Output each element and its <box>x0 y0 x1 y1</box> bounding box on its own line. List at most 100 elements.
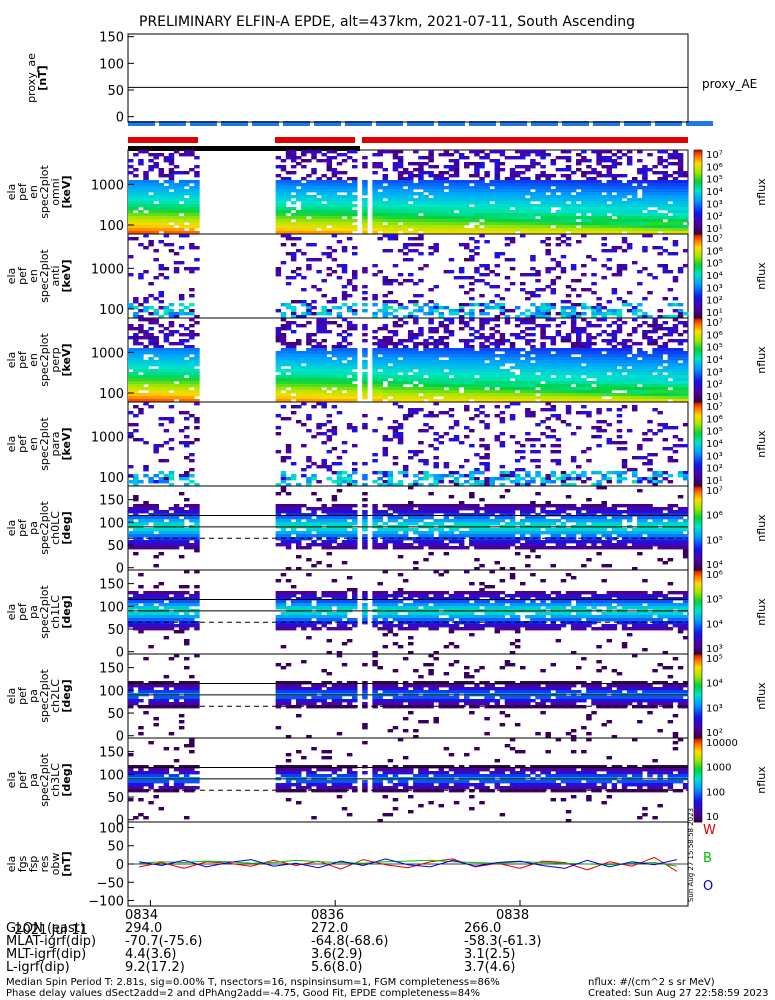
spin-bar-segment <box>438 121 465 126</box>
heatmap-cell <box>194 384 200 388</box>
heatmap-cell <box>611 204 618 208</box>
heatmap-cell <box>458 399 465 403</box>
heatmap-cell <box>448 222 455 226</box>
heatmap-cell <box>158 207 165 211</box>
heatmap-cell <box>489 390 495 394</box>
heatmap-cell <box>545 384 551 388</box>
spin-bar-segment <box>221 121 248 126</box>
heatmap-cell <box>509 189 516 193</box>
heatmap-cell <box>433 183 439 187</box>
heatmap-cell <box>626 150 633 154</box>
heatmap-cell <box>275 363 282 367</box>
heatmap-cell <box>163 387 170 391</box>
heatmap-cell <box>438 354 445 358</box>
heatmap-cell <box>672 252 679 256</box>
heatmap-cell <box>520 234 526 238</box>
colorbar-swatch <box>694 168 702 172</box>
heatmap-cell <box>474 174 480 178</box>
heatmap-cell <box>540 207 546 211</box>
heatmap-cell <box>301 288 307 292</box>
heatmap-cell <box>560 210 567 214</box>
heatmap-cell <box>194 222 200 226</box>
heatmap-cell <box>178 375 185 379</box>
heatmap-cell <box>311 207 317 211</box>
heatmap-cell <box>576 387 582 391</box>
heatmap-cell <box>494 396 501 400</box>
heatmap-cell <box>138 204 144 208</box>
heatmap-cell <box>545 153 551 157</box>
heatmap-cell <box>163 354 170 358</box>
heatmap-cell <box>469 384 475 388</box>
heatmap-cell <box>301 186 307 190</box>
heatmap-cell <box>168 177 175 181</box>
heatmap-cell <box>581 195 587 199</box>
heatmap-cell <box>133 363 139 367</box>
heatmap-cell <box>275 393 282 397</box>
heatmap-cell <box>621 204 628 208</box>
heatmap-cell <box>458 198 465 202</box>
heatmap-cell <box>545 249 551 253</box>
heatmap-cell <box>677 222 684 226</box>
heatmap-cell <box>143 198 149 202</box>
heatmap-cell <box>560 348 567 352</box>
heatmap-cell <box>148 159 154 163</box>
heatmap-cell <box>672 303 679 307</box>
heatmap-cell <box>438 363 445 367</box>
heatmap-cell <box>525 372 531 376</box>
heatmap-cell <box>168 198 175 202</box>
heatmap-cell <box>341 201 348 205</box>
heatmap-cell <box>504 372 511 376</box>
heatmap-cell <box>504 390 511 394</box>
heatmap-cell <box>642 381 648 385</box>
heatmap-cell <box>576 381 582 385</box>
heatmap-cell <box>570 267 577 271</box>
heatmap-cell <box>535 270 541 274</box>
heatmap-cell <box>560 150 567 154</box>
heatmap-cell <box>352 189 358 193</box>
heatmap-cell <box>576 327 582 331</box>
heatmap-cell <box>382 216 389 220</box>
heatmap-cell <box>494 363 501 367</box>
heatmap-cell <box>362 222 368 226</box>
heatmap-cell <box>550 231 557 235</box>
heatmap-cell <box>326 219 333 223</box>
heatmap-cell <box>341 204 348 208</box>
heatmap-cell <box>621 375 628 379</box>
heatmap-cell <box>311 477 317 481</box>
heatmap-cell <box>189 303 195 307</box>
heatmap-cell <box>138 180 144 184</box>
colorbar-swatch <box>694 276 702 279</box>
heatmap-cell <box>596 363 602 367</box>
heatmap-cell <box>184 363 190 367</box>
heatmap-cell <box>494 339 501 343</box>
heatmap-cell <box>479 180 485 184</box>
heatmap-cell <box>372 429 378 433</box>
heatmap-cell <box>565 210 572 214</box>
heatmap-cell <box>148 183 154 187</box>
heatmap-cell <box>433 306 439 310</box>
heatmap-cell <box>382 186 389 190</box>
heatmap-cell <box>346 387 353 391</box>
heatmap-cell <box>525 222 531 226</box>
heatmap-cell <box>413 237 419 241</box>
heatmap-cell <box>540 360 546 364</box>
heatmap-cell <box>642 171 648 175</box>
heatmap-cell <box>545 216 551 220</box>
heatmap-cell <box>133 438 139 442</box>
heatmap-cell <box>428 252 434 256</box>
heatmap-cell <box>301 468 307 472</box>
heatmap-cell <box>143 378 149 382</box>
heatmap-cell <box>402 177 409 181</box>
heatmap-cell <box>545 225 551 229</box>
heatmap-cell <box>570 375 577 379</box>
heatmap-cell <box>189 480 195 484</box>
heatmap-cell <box>453 222 460 226</box>
y-tick-label: 0 <box>116 111 124 126</box>
heatmap-cell <box>408 357 414 361</box>
heatmap-cell <box>306 339 312 343</box>
heatmap-cell <box>530 381 536 385</box>
heatmap-cell <box>194 210 200 214</box>
heatmap-cell <box>178 309 185 313</box>
heatmap-cell <box>535 195 541 199</box>
heatmap-cell <box>321 153 327 157</box>
